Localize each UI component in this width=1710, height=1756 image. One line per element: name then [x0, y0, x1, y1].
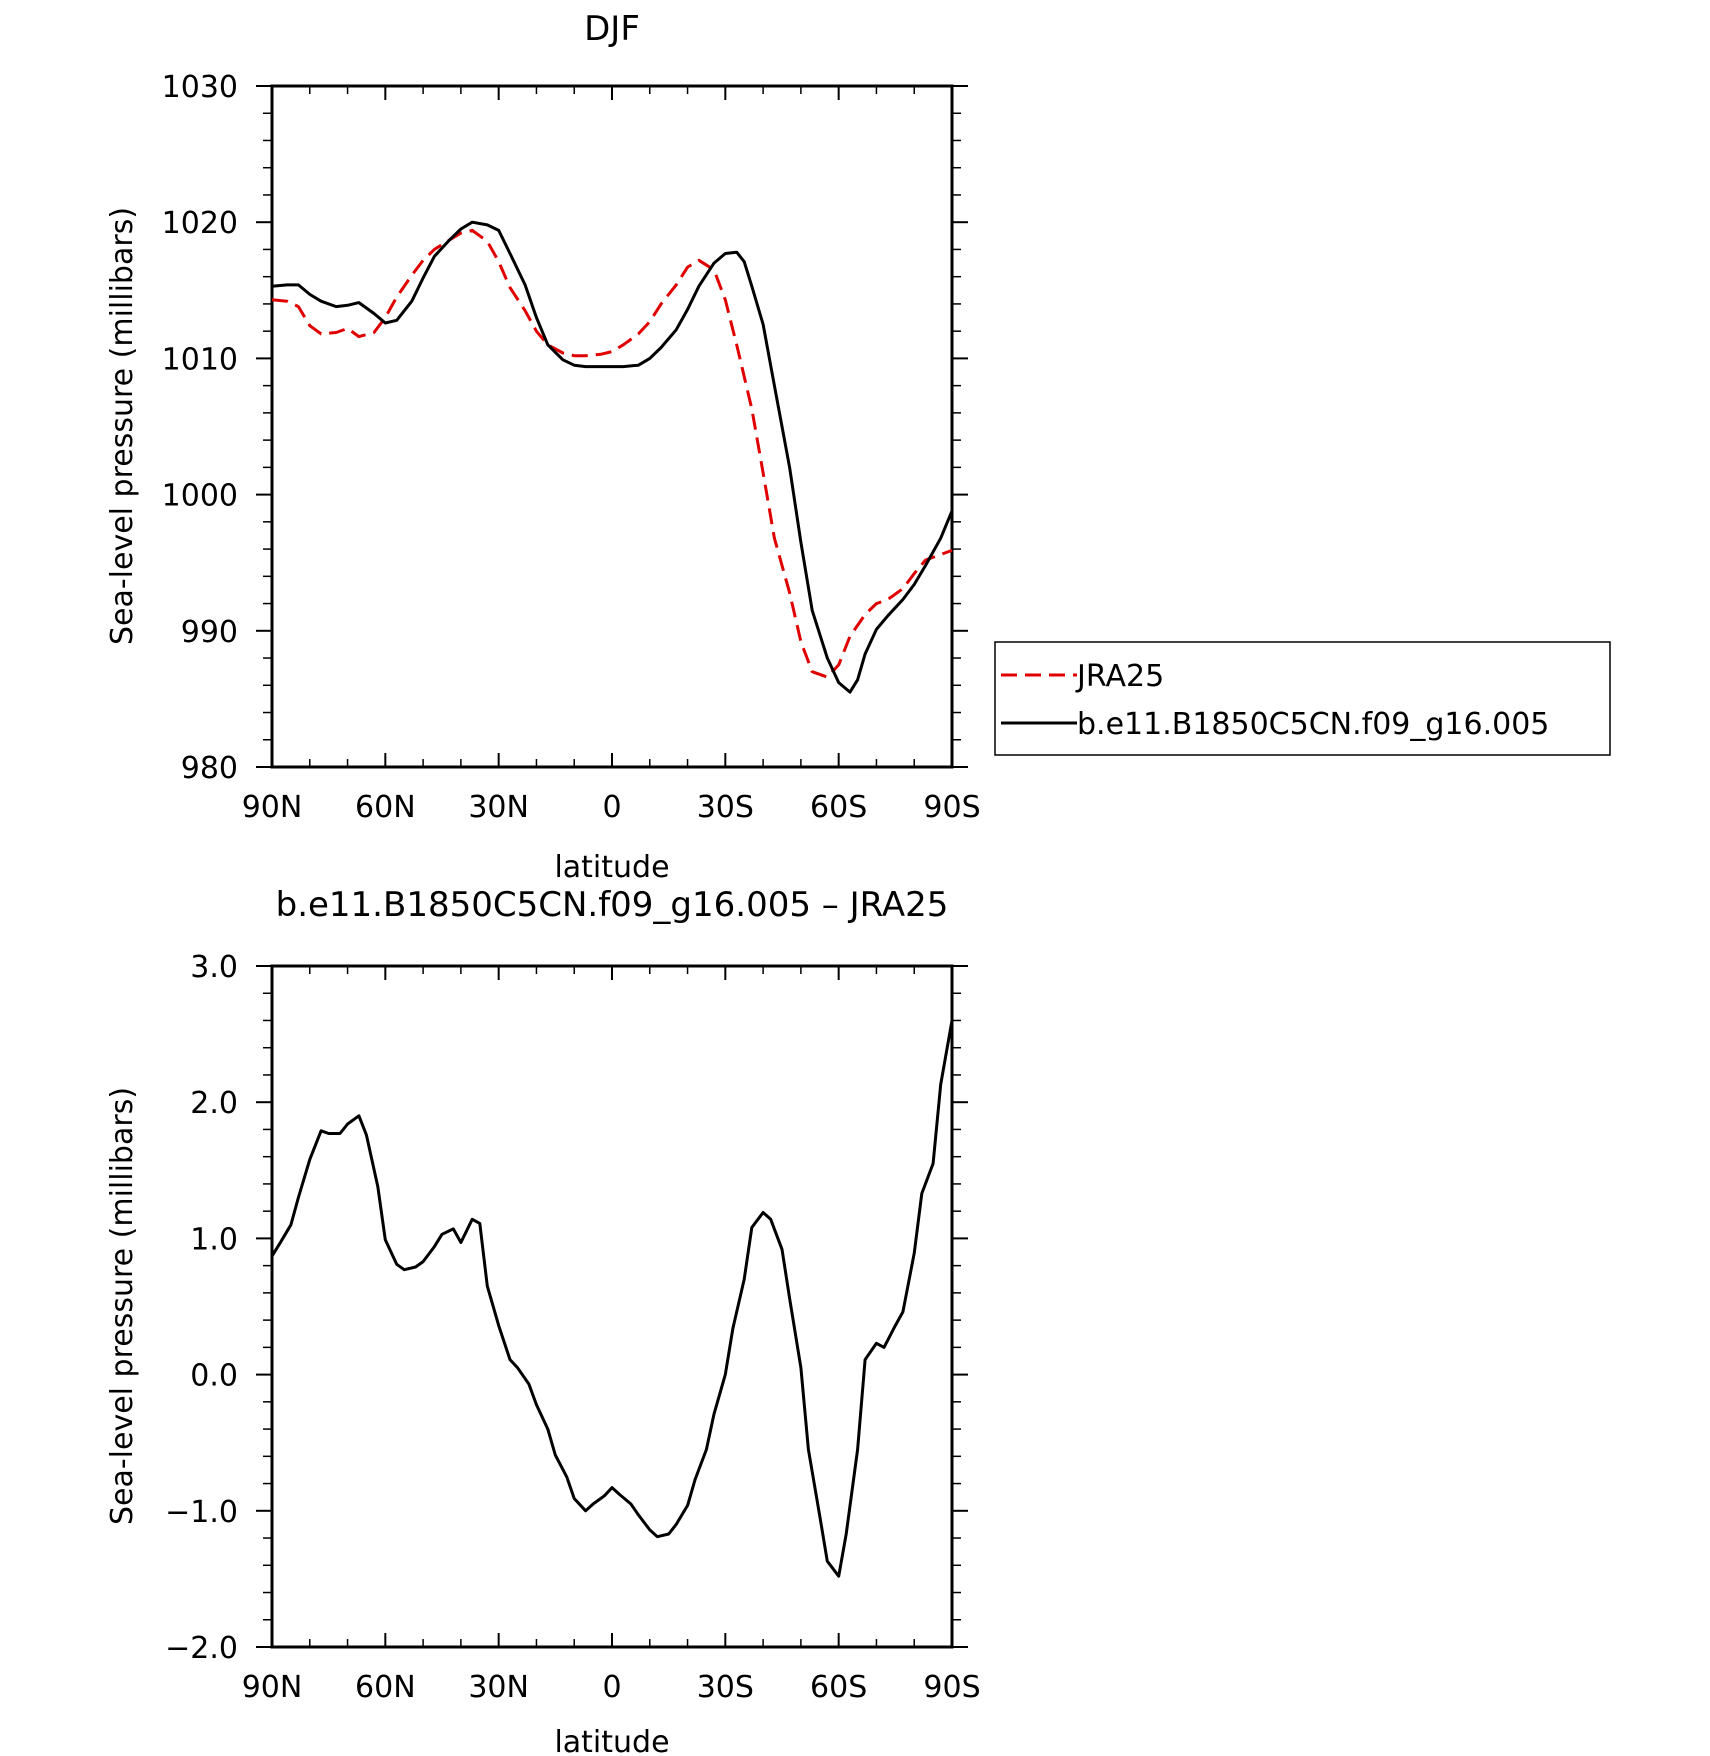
y-tick-label: 980 [181, 751, 238, 786]
x-tick-label: 0 [602, 790, 621, 825]
series-line-0 [270, 1020, 954, 1578]
top-series-lines [271, 220, 954, 694]
y-tick-label: 1020 [162, 206, 238, 241]
series-line-0 [271, 228, 953, 679]
legend-label-jra25: JRA25 [1075, 659, 1164, 694]
top-y-tick-labels: 980 990 1000 1010 1020 1030 [162, 70, 238, 786]
bottom-panel: b.e11.B1850C5CN.f09_g16.005 – JRA25 90N 6… [105, 885, 981, 1756]
bottom-y-axis-label: Sea-level pressure (millibars) [105, 1087, 140, 1525]
y-tick-label: −2.0 [165, 1631, 238, 1666]
x-tick-label: 30N [468, 1670, 529, 1705]
top-x-tick-labels: 90N 60N 30N 0 30S 60S 90S [242, 790, 981, 825]
series-line-1 [271, 220, 954, 694]
x-tick-label: 30S [697, 790, 754, 825]
x-tick-label: 0 [602, 1670, 621, 1705]
x-tick-label: 60S [810, 1670, 867, 1705]
bottom-y-tick-labels: −2.0 −1.0 0.0 1.0 2.0 3.0 [165, 950, 238, 1666]
bottom-x-axis-label: latitude [554, 1725, 669, 1756]
top-ticks [256, 85, 968, 768]
y-tick-label: 3.0 [190, 950, 238, 985]
legend: JRA25 b.e11.B1850C5CN.f09_g16.005 [994, 641, 1611, 756]
x-tick-label: 60N [355, 1670, 416, 1705]
y-tick-label: 1000 [162, 479, 238, 514]
y-tick-label: −1.0 [165, 1495, 238, 1530]
top-plot-frame [270, 84, 954, 769]
y-tick-label: 2.0 [190, 1086, 238, 1121]
bottom-panel-title: b.e11.B1850C5CN.f09_g16.005 – JRA25 [276, 885, 949, 925]
bottom-series-lines [270, 1020, 954, 1578]
bottom-ticks [256, 965, 968, 1648]
x-tick-label: 90S [923, 1670, 980, 1705]
x-tick-label: 90N [242, 1670, 303, 1705]
y-tick-label: 990 [181, 615, 238, 650]
y-tick-label: 0.0 [190, 1359, 238, 1394]
x-tick-label: 90S [923, 790, 980, 825]
top-panel: DJF 90N 60N 30N 0 30S 60S 90S 980 990 1000 1010 10… [105, 9, 1611, 885]
top-panel-title: DJF [584, 9, 640, 49]
top-x-axis-label: latitude [554, 850, 669, 885]
legend-box [994, 641, 1611, 756]
top-y-axis-label: Sea-level pressure (millibars) [105, 207, 140, 645]
x-tick-label: 30N [468, 790, 529, 825]
bottom-x-tick-labels: 90N 60N 30N 0 30S 60S 90S [242, 1670, 981, 1705]
bottom-plot-frame [270, 964, 954, 1649]
x-tick-label: 60S [810, 790, 867, 825]
legend-label-model: b.e11.B1850C5CN.f09_g16.005 [1077, 707, 1549, 742]
x-tick-label: 30S [697, 1670, 754, 1705]
y-tick-label: 1.0 [190, 1222, 238, 1257]
y-tick-label: 1030 [162, 70, 238, 105]
y-tick-label: 1010 [162, 342, 238, 377]
x-tick-label: 90N [242, 790, 303, 825]
x-tick-label: 60N [355, 790, 416, 825]
